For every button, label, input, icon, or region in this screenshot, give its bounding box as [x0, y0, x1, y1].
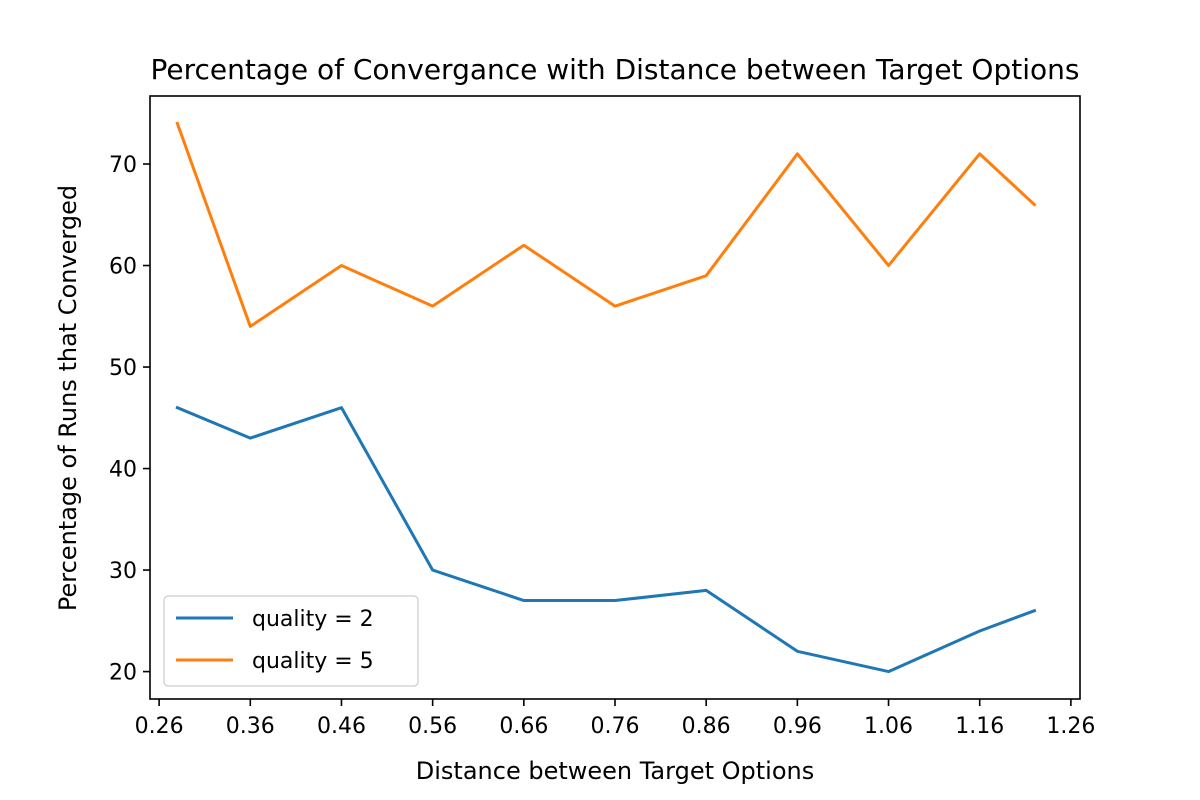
x-axis-ticks: 0.26 0.36 0.46 0.56 0.66 0.76 0.86 0.96 1.06 1.16… [135, 699, 1095, 739]
series-lines [175, 121, 1037, 674]
x-tick-label: 1.16 [955, 714, 1004, 739]
x-tick-label: 1.06 [864, 714, 913, 739]
chart-title: Percentage of Convergance with Distance … [151, 53, 1080, 86]
legend: quality = 2 quality = 5 [163, 595, 419, 687]
x-tick-label: 0.86 [682, 714, 731, 739]
x-tick-label: 0.76 [591, 714, 640, 739]
y-tick-label: 20 [109, 661, 137, 686]
series-line-1 [175, 405, 1037, 674]
legend-label-1: quality = 2 [252, 607, 374, 632]
y-tick-label: 60 [109, 255, 137, 280]
x-tick-label: 0.46 [317, 714, 366, 739]
y-tick-label: 50 [109, 356, 137, 381]
y-tick-label: 70 [109, 153, 137, 178]
x-tick-label: 0.56 [408, 714, 457, 739]
series-line-2 [175, 121, 1037, 328]
legend-label-2: quality = 5 [252, 649, 374, 674]
x-axis-label: Distance between Target Options [416, 757, 814, 785]
x-tick-label: 0.36 [226, 714, 275, 739]
x-tick-label: 0.66 [499, 714, 548, 739]
x-tick-label: 0.26 [135, 714, 184, 739]
y-axis-label: Percentage of Runs that Converged [54, 185, 82, 611]
y-tick-label: 40 [109, 458, 137, 483]
x-tick-label: 0.96 [773, 714, 822, 739]
y-tick-label: 30 [109, 559, 137, 584]
x-tick-label: 1.26 [1046, 714, 1095, 739]
y-axis-ticks: 20 30 40 50 60 70 [109, 153, 150, 686]
